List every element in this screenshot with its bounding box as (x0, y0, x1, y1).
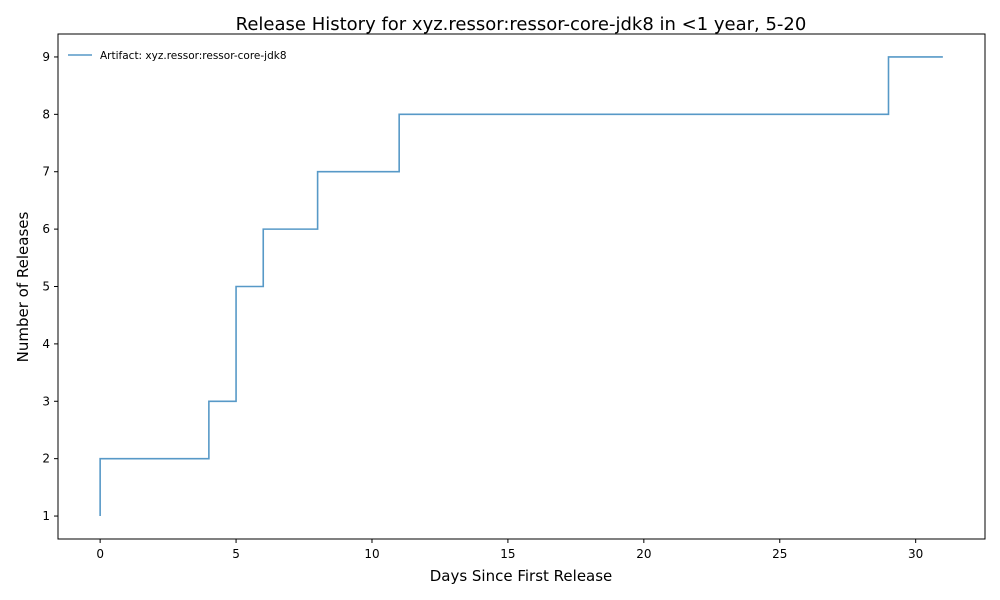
x-tick-label: 10 (364, 547, 379, 561)
y-tick-label: 8 (42, 107, 50, 121)
y-tick-label: 9 (42, 50, 50, 64)
y-tick-label: 5 (42, 280, 50, 294)
x-tick-label: 25 (772, 547, 787, 561)
y-tick-label: 2 (42, 452, 50, 466)
y-axis: 1 2 3 4 5 6 7 8 9 (42, 50, 58, 523)
y-tick-label: 3 (42, 394, 50, 408)
x-tick-label: 0 (96, 547, 104, 561)
y-tick-label: 6 (42, 222, 50, 236)
y-tick-label: 7 (42, 165, 50, 179)
y-tick-label: 4 (42, 337, 50, 351)
legend-label: Artifact: xyz.ressor:ressor-core-jdk8 (100, 50, 287, 62)
x-tick-label: 5 (232, 547, 240, 561)
x-axis-label: Days Since First Release (430, 567, 613, 585)
legend: Artifact: xyz.ressor:ressor-core-jdk8 (68, 50, 287, 62)
series-line-0 (99, 56, 943, 517)
x-tick-label: 30 (908, 547, 923, 561)
x-axis: 0 5 10 15 20 25 30 (96, 539, 923, 561)
x-tick-label: 20 (636, 547, 651, 561)
series-layer (99, 56, 943, 517)
y-axis-label: Number of Releases (14, 211, 32, 362)
chart-title: Release History for xyz.ressor:ressor-co… (236, 14, 807, 35)
y-tick-label: 1 (42, 509, 50, 523)
x-tick-label: 15 (500, 547, 515, 561)
